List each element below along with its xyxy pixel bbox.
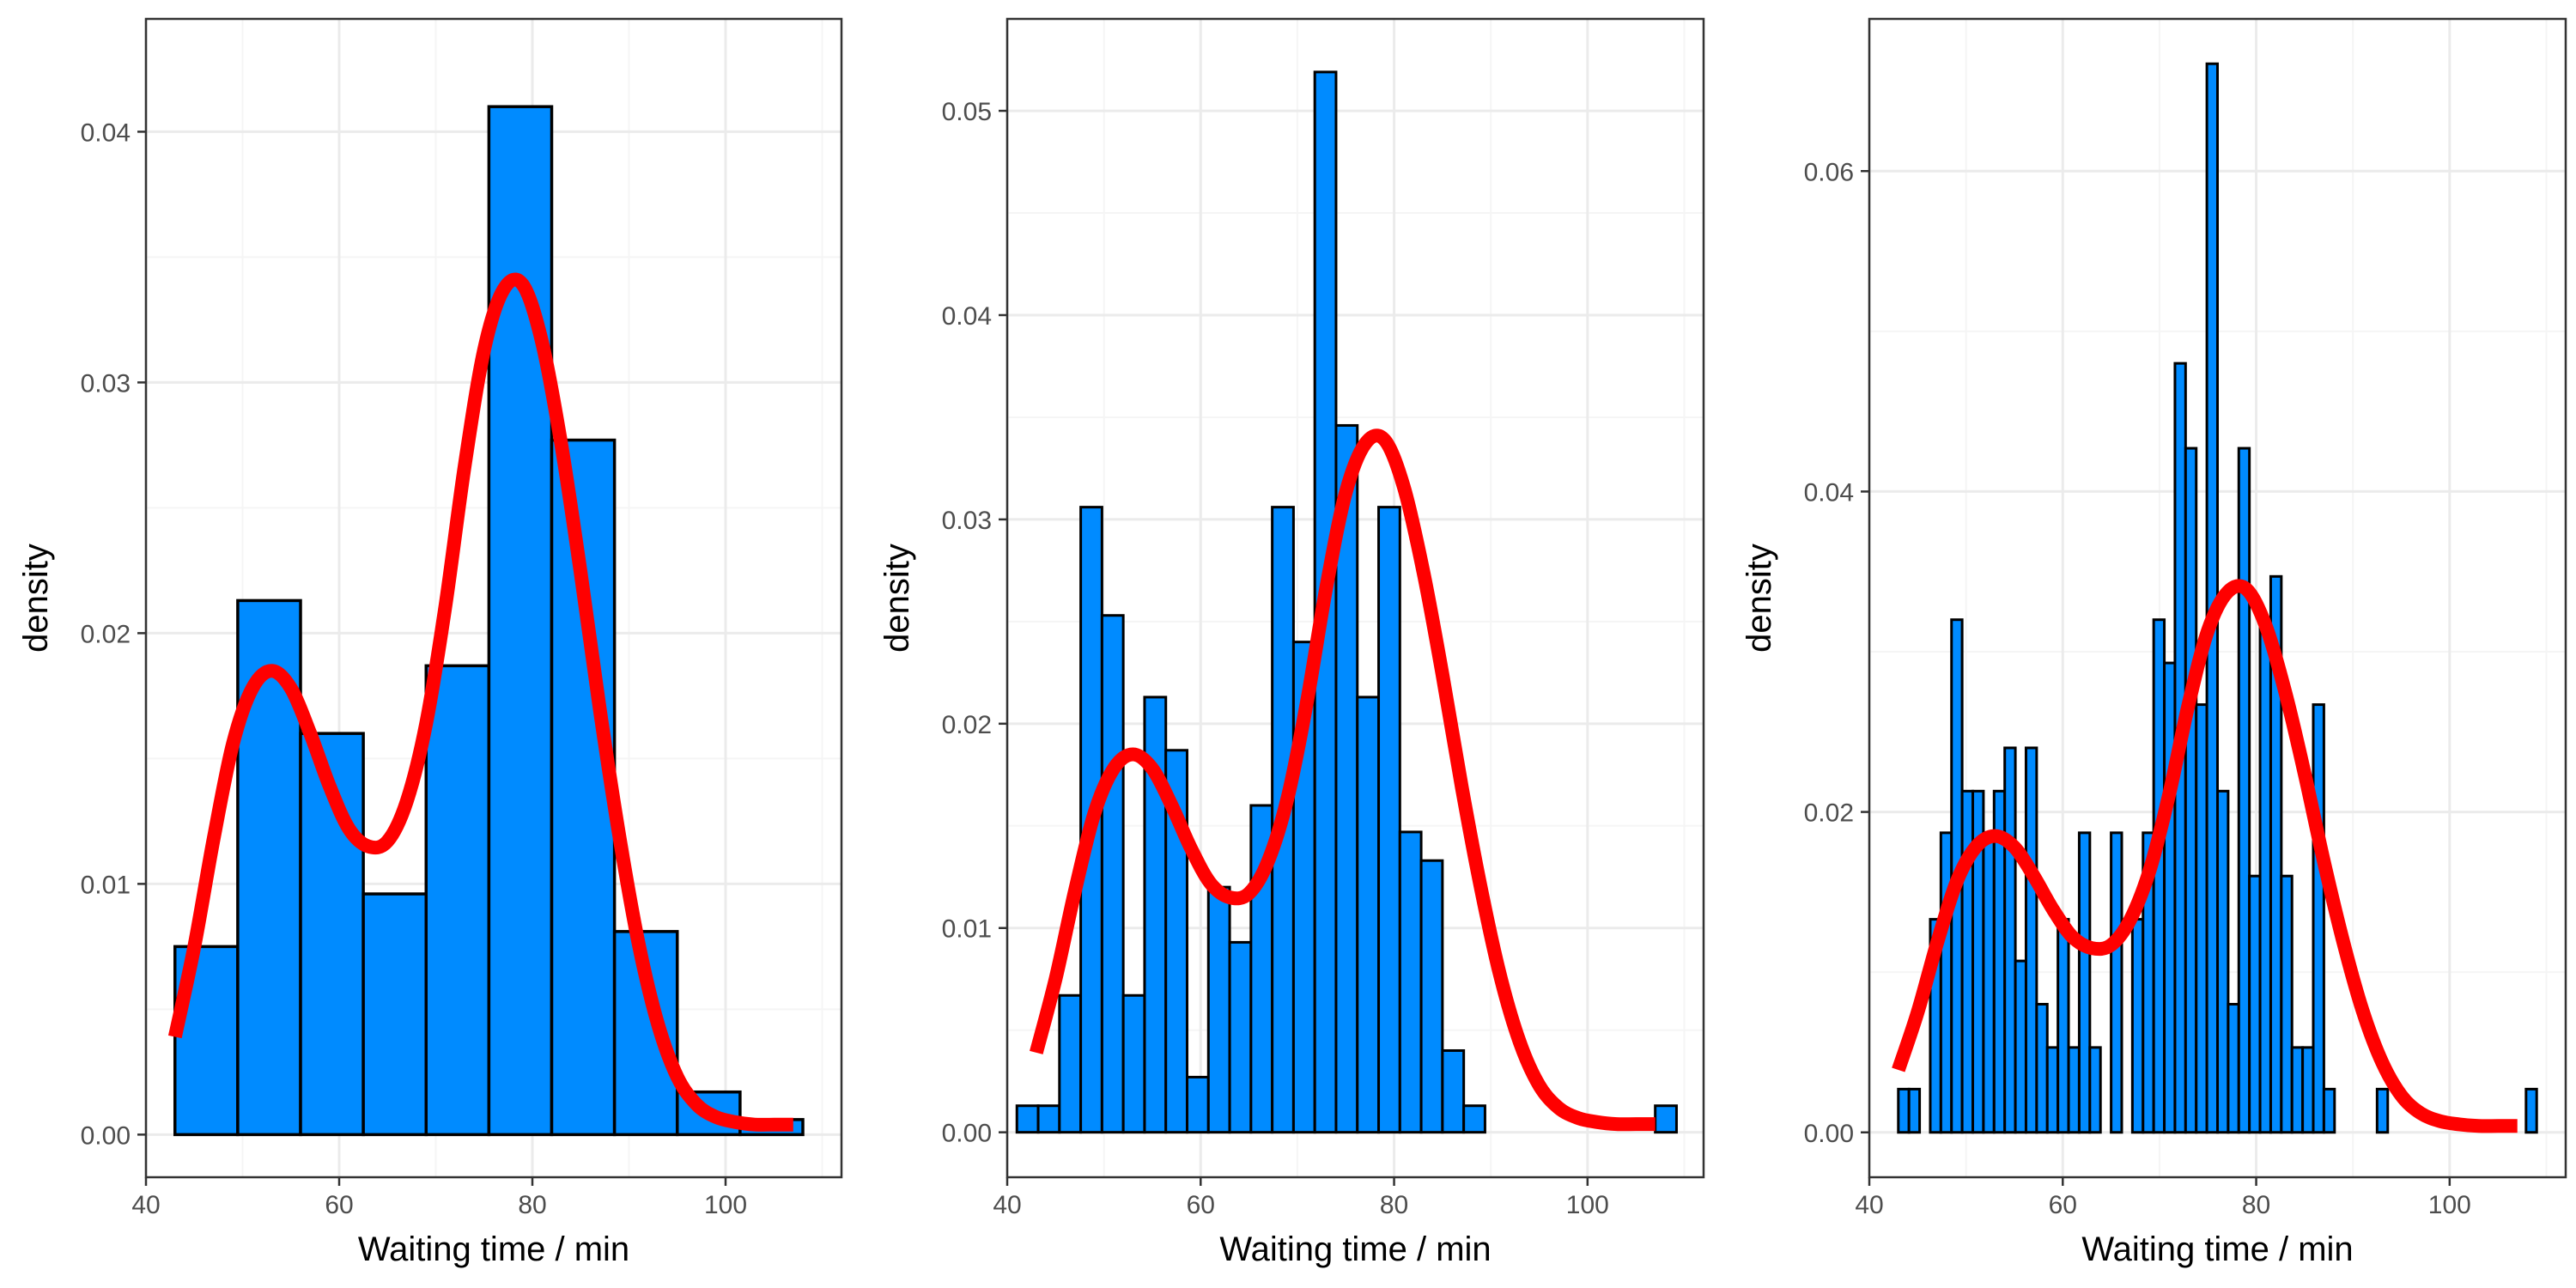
histogram-bar <box>2130 918 2145 1134</box>
y-tick-label: 0.04 <box>1804 478 1854 507</box>
histogram-bar <box>2045 1046 2060 1134</box>
x-tick-label: 80 <box>2242 1191 2270 1219</box>
y-tick-label: 0.03 <box>81 369 131 398</box>
histogram-bar <box>1121 993 1146 1134</box>
histogram-bar <box>1897 1087 1911 1134</box>
y-tick-label: 0.00 <box>1804 1120 1854 1148</box>
y-tick-label: 0.04 <box>81 118 131 147</box>
histogram-bar <box>1462 1104 1486 1134</box>
panel-border <box>1005 17 1705 1179</box>
y-axis-title: density <box>1741 544 1778 653</box>
x-tick-label: 80 <box>1380 1191 1408 1219</box>
histogram-bar <box>2237 447 2251 1134</box>
y-tick-label: 0.03 <box>942 507 992 535</box>
x-tick-label: 40 <box>993 1191 1021 1219</box>
density-curve <box>1030 428 1656 1132</box>
y-tick-label: 0.02 <box>942 711 992 739</box>
histogram-bar <box>1036 1104 1061 1134</box>
histogram-bar <box>1377 506 1401 1134</box>
histogram-bar <box>1441 1048 1466 1134</box>
y-axis-title: density <box>17 544 55 653</box>
histogram-bar <box>1907 1087 1922 1134</box>
x-tick-label: 60 <box>325 1191 353 1219</box>
histogram-bar <box>2035 1002 2049 1134</box>
x-axis-title: Waiting time / min <box>2081 1230 2353 1268</box>
y-axis-title: density <box>878 544 916 653</box>
y-tick-label: 0.05 <box>942 98 992 126</box>
histogram-bar <box>2216 789 2230 1134</box>
histogram-bar <box>2280 874 2293 1134</box>
histogram-bar <box>2258 618 2272 1134</box>
histogram-bar <box>2067 1046 2081 1134</box>
y-tick-label: 0.02 <box>1804 799 1854 828</box>
histogram-panel-1: 40 60 80 100 0.00 0.01 0.02 0.03 0.04 Waiting tim… <box>17 17 843 1268</box>
histogram-bar <box>2290 1046 2305 1134</box>
histogram-bar <box>2322 1087 2336 1134</box>
histogram-bar <box>2088 1046 2102 1134</box>
y-tick-label: 0.00 <box>81 1121 131 1150</box>
histogram-bar <box>1015 1104 1040 1134</box>
x-tick-label: 100 <box>704 1191 747 1219</box>
histogram-bar <box>2269 574 2283 1134</box>
histogram-bar <box>1228 940 1253 1134</box>
x-axis-title: Waiting time / min <box>1219 1230 1491 1268</box>
histogram-bar <box>1186 1075 1210 1134</box>
x-axis-title: Waiting time / min <box>358 1230 629 1268</box>
y-tick-label: 0.06 <box>1804 158 1854 186</box>
histogram-bar <box>1654 1104 1678 1134</box>
x-tick-label: 60 <box>1187 1191 1215 1219</box>
panel-border <box>144 17 843 1179</box>
histogram-bar <box>2163 661 2177 1134</box>
histogram-bar <box>1982 831 1996 1134</box>
x-tick-label: 80 <box>518 1191 546 1219</box>
x-tick-label: 40 <box>131 1191 160 1219</box>
histogram-bar <box>2195 703 2208 1134</box>
histogram-bar <box>1419 859 1444 1134</box>
histogram-bar <box>2152 618 2166 1134</box>
y-tick-label: 0.01 <box>942 915 992 944</box>
histogram-bar <box>2375 1087 2390 1134</box>
histogram-bar <box>361 892 428 1137</box>
y-tick-label: 0.00 <box>942 1120 992 1148</box>
density-curve <box>1892 579 2518 1133</box>
histogram-bar <box>2248 874 2262 1134</box>
x-tick-label: 100 <box>1566 1191 1609 1219</box>
histogram-bar <box>1939 831 1953 1134</box>
histogram-bar <box>1058 993 1083 1134</box>
histogram-bar <box>2227 1002 2240 1134</box>
histogram-panel-2: 40 60 80 100 0.00 0.01 0.02 0.03 0.04 0.05 Waiting… <box>878 17 1705 1268</box>
histogram-bar <box>1100 614 1125 1134</box>
histogram-bar <box>2024 746 2038 1134</box>
histogram-bar <box>487 105 554 1137</box>
panel-border <box>1868 17 2567 1179</box>
histogram-bar <box>2057 918 2070 1134</box>
histogram-bar <box>2003 746 2017 1134</box>
histogram-bar <box>2184 447 2198 1134</box>
histogram-bar <box>2524 1087 2538 1134</box>
histogram-bar <box>1398 830 1423 1134</box>
histogram-bar <box>2301 1046 2315 1134</box>
histogram-bar <box>2110 831 2123 1134</box>
x-tick-label: 100 <box>2428 1191 2471 1219</box>
y-tick-label: 0.01 <box>81 871 131 899</box>
x-tick-label: 60 <box>2049 1191 2077 1219</box>
density-curve <box>167 272 793 1132</box>
histogram-bar <box>424 664 491 1137</box>
y-tick-label: 0.04 <box>942 302 992 331</box>
x-tick-label: 40 <box>1855 1191 1883 1219</box>
histogram-bar <box>2312 703 2325 1134</box>
y-tick-label: 0.02 <box>81 620 131 648</box>
histogram-bar <box>1206 885 1231 1134</box>
histogram-bar <box>2014 959 2027 1134</box>
histogram-bar <box>2077 831 2092 1134</box>
histogram-bar <box>1356 696 1381 1134</box>
histogram-panel-3: 40 60 80 100 0.00 0.02 0.04 0.06 Waiting time / … <box>1741 17 2567 1268</box>
